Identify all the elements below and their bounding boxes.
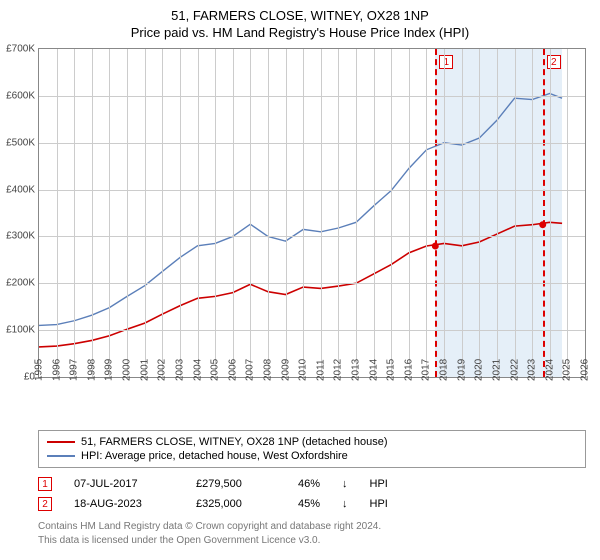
x-axis-label: 2002	[157, 359, 168, 381]
sale-pct: 46%	[298, 478, 320, 490]
y-axis-label: £100K	[6, 325, 35, 336]
footer: Contains HM Land Registry data © Crown c…	[38, 520, 586, 547]
marker-line-1	[435, 49, 437, 377]
x-axis-label: 2015	[386, 359, 397, 381]
legend-row: 51, FARMERS CLOSE, WITNEY, OX28 1NP (det…	[47, 435, 577, 449]
x-axis-label: 2008	[262, 359, 273, 381]
x-axis-label: 2019	[456, 359, 467, 381]
sale-date: 07-JUL-2017	[74, 478, 174, 490]
down-arrow-icon: ↓	[342, 498, 348, 510]
chart-svg	[39, 49, 585, 377]
x-axis-label: 2010	[298, 359, 309, 381]
x-axis-label: 2021	[491, 359, 502, 381]
sales-row: 1 07-JUL-2017 £279,500 46% ↓ HPI	[38, 474, 586, 494]
x-axis-label: 2000	[122, 359, 133, 381]
sale-vs: HPI	[370, 498, 388, 510]
x-axis-label: 2012	[333, 359, 344, 381]
legend-label: HPI: Average price, detached house, West…	[81, 450, 348, 462]
x-axis-label: 2009	[280, 359, 291, 381]
x-axis-label: 1997	[69, 359, 80, 381]
y-axis-label: £600K	[6, 90, 35, 101]
legend-swatch	[47, 455, 75, 457]
sales-table: 1 07-JUL-2017 £279,500 46% ↓ HPI 2 18-AU…	[38, 474, 586, 514]
x-axis-label: 1999	[104, 359, 115, 381]
chart-area: 1 2 £0£100K£200K£300K£400K£500K£600K£700…	[38, 48, 586, 378]
y-axis-label: £700K	[6, 44, 35, 55]
chart-titles: 51, FARMERS CLOSE, WITNEY, OX28 1NP Pric…	[0, 0, 600, 44]
x-axis-label: 2006	[227, 359, 238, 381]
sale-price: £279,500	[196, 478, 276, 490]
legend-swatch	[47, 441, 75, 443]
x-axis-label: 2017	[421, 359, 432, 381]
x-axis-label: 1995	[34, 359, 45, 381]
x-axis-label: 2018	[439, 359, 450, 381]
down-arrow-icon: ↓	[342, 478, 348, 490]
title-line2: Price paid vs. HM Land Registry's House …	[0, 25, 600, 40]
legend: 51, FARMERS CLOSE, WITNEY, OX28 1NP (det…	[38, 430, 586, 468]
sale-vs: HPI	[370, 478, 388, 490]
x-axis-label: 2004	[192, 359, 203, 381]
y-axis-label: £300K	[6, 231, 35, 242]
x-axis-label: 2016	[403, 359, 414, 381]
sale-pct: 45%	[298, 498, 320, 510]
title-line1: 51, FARMERS CLOSE, WITNEY, OX28 1NP	[0, 8, 600, 23]
x-axis-label: 2001	[139, 359, 150, 381]
sale-date: 18-AUG-2023	[74, 498, 174, 510]
footer-line2: This data is licensed under the Open Gov…	[38, 534, 586, 548]
x-axis-label: 2020	[474, 359, 485, 381]
sale-price: £325,000	[196, 498, 276, 510]
footer-line1: Contains HM Land Registry data © Crown c…	[38, 520, 586, 534]
sales-row: 2 18-AUG-2023 £325,000 45% ↓ HPI	[38, 494, 586, 514]
plot-region: 1 2 £0£100K£200K£300K£400K£500K£600K£700…	[38, 48, 586, 378]
x-axis-label: 2005	[210, 359, 221, 381]
sale-marker: 2	[38, 497, 52, 511]
x-axis-label: 2007	[245, 359, 256, 381]
legend-label: 51, FARMERS CLOSE, WITNEY, OX28 1NP (det…	[81, 436, 388, 448]
x-axis-label: 1998	[86, 359, 97, 381]
series-hpi	[39, 94, 562, 326]
x-axis-label: 2013	[351, 359, 362, 381]
x-axis-label: 2025	[562, 359, 573, 381]
x-axis-label: 2024	[544, 359, 555, 381]
sale-marker: 1	[38, 477, 52, 491]
marker-box-1: 1	[439, 55, 453, 69]
x-axis-label: 2011	[315, 359, 326, 381]
x-axis-label: 2022	[509, 359, 520, 381]
x-axis-label: 2026	[580, 359, 591, 381]
marker-line-2	[543, 49, 545, 377]
x-axis-label: 2014	[368, 359, 379, 381]
y-axis-label: £400K	[6, 184, 35, 195]
x-axis-label: 2023	[527, 359, 538, 381]
y-axis-label: £200K	[6, 278, 35, 289]
x-axis-label: 1996	[51, 359, 62, 381]
y-axis-label: £500K	[6, 137, 35, 148]
series-price-paid	[39, 222, 562, 347]
x-axis-label: 2003	[174, 359, 185, 381]
legend-row: HPI: Average price, detached house, West…	[47, 449, 577, 463]
